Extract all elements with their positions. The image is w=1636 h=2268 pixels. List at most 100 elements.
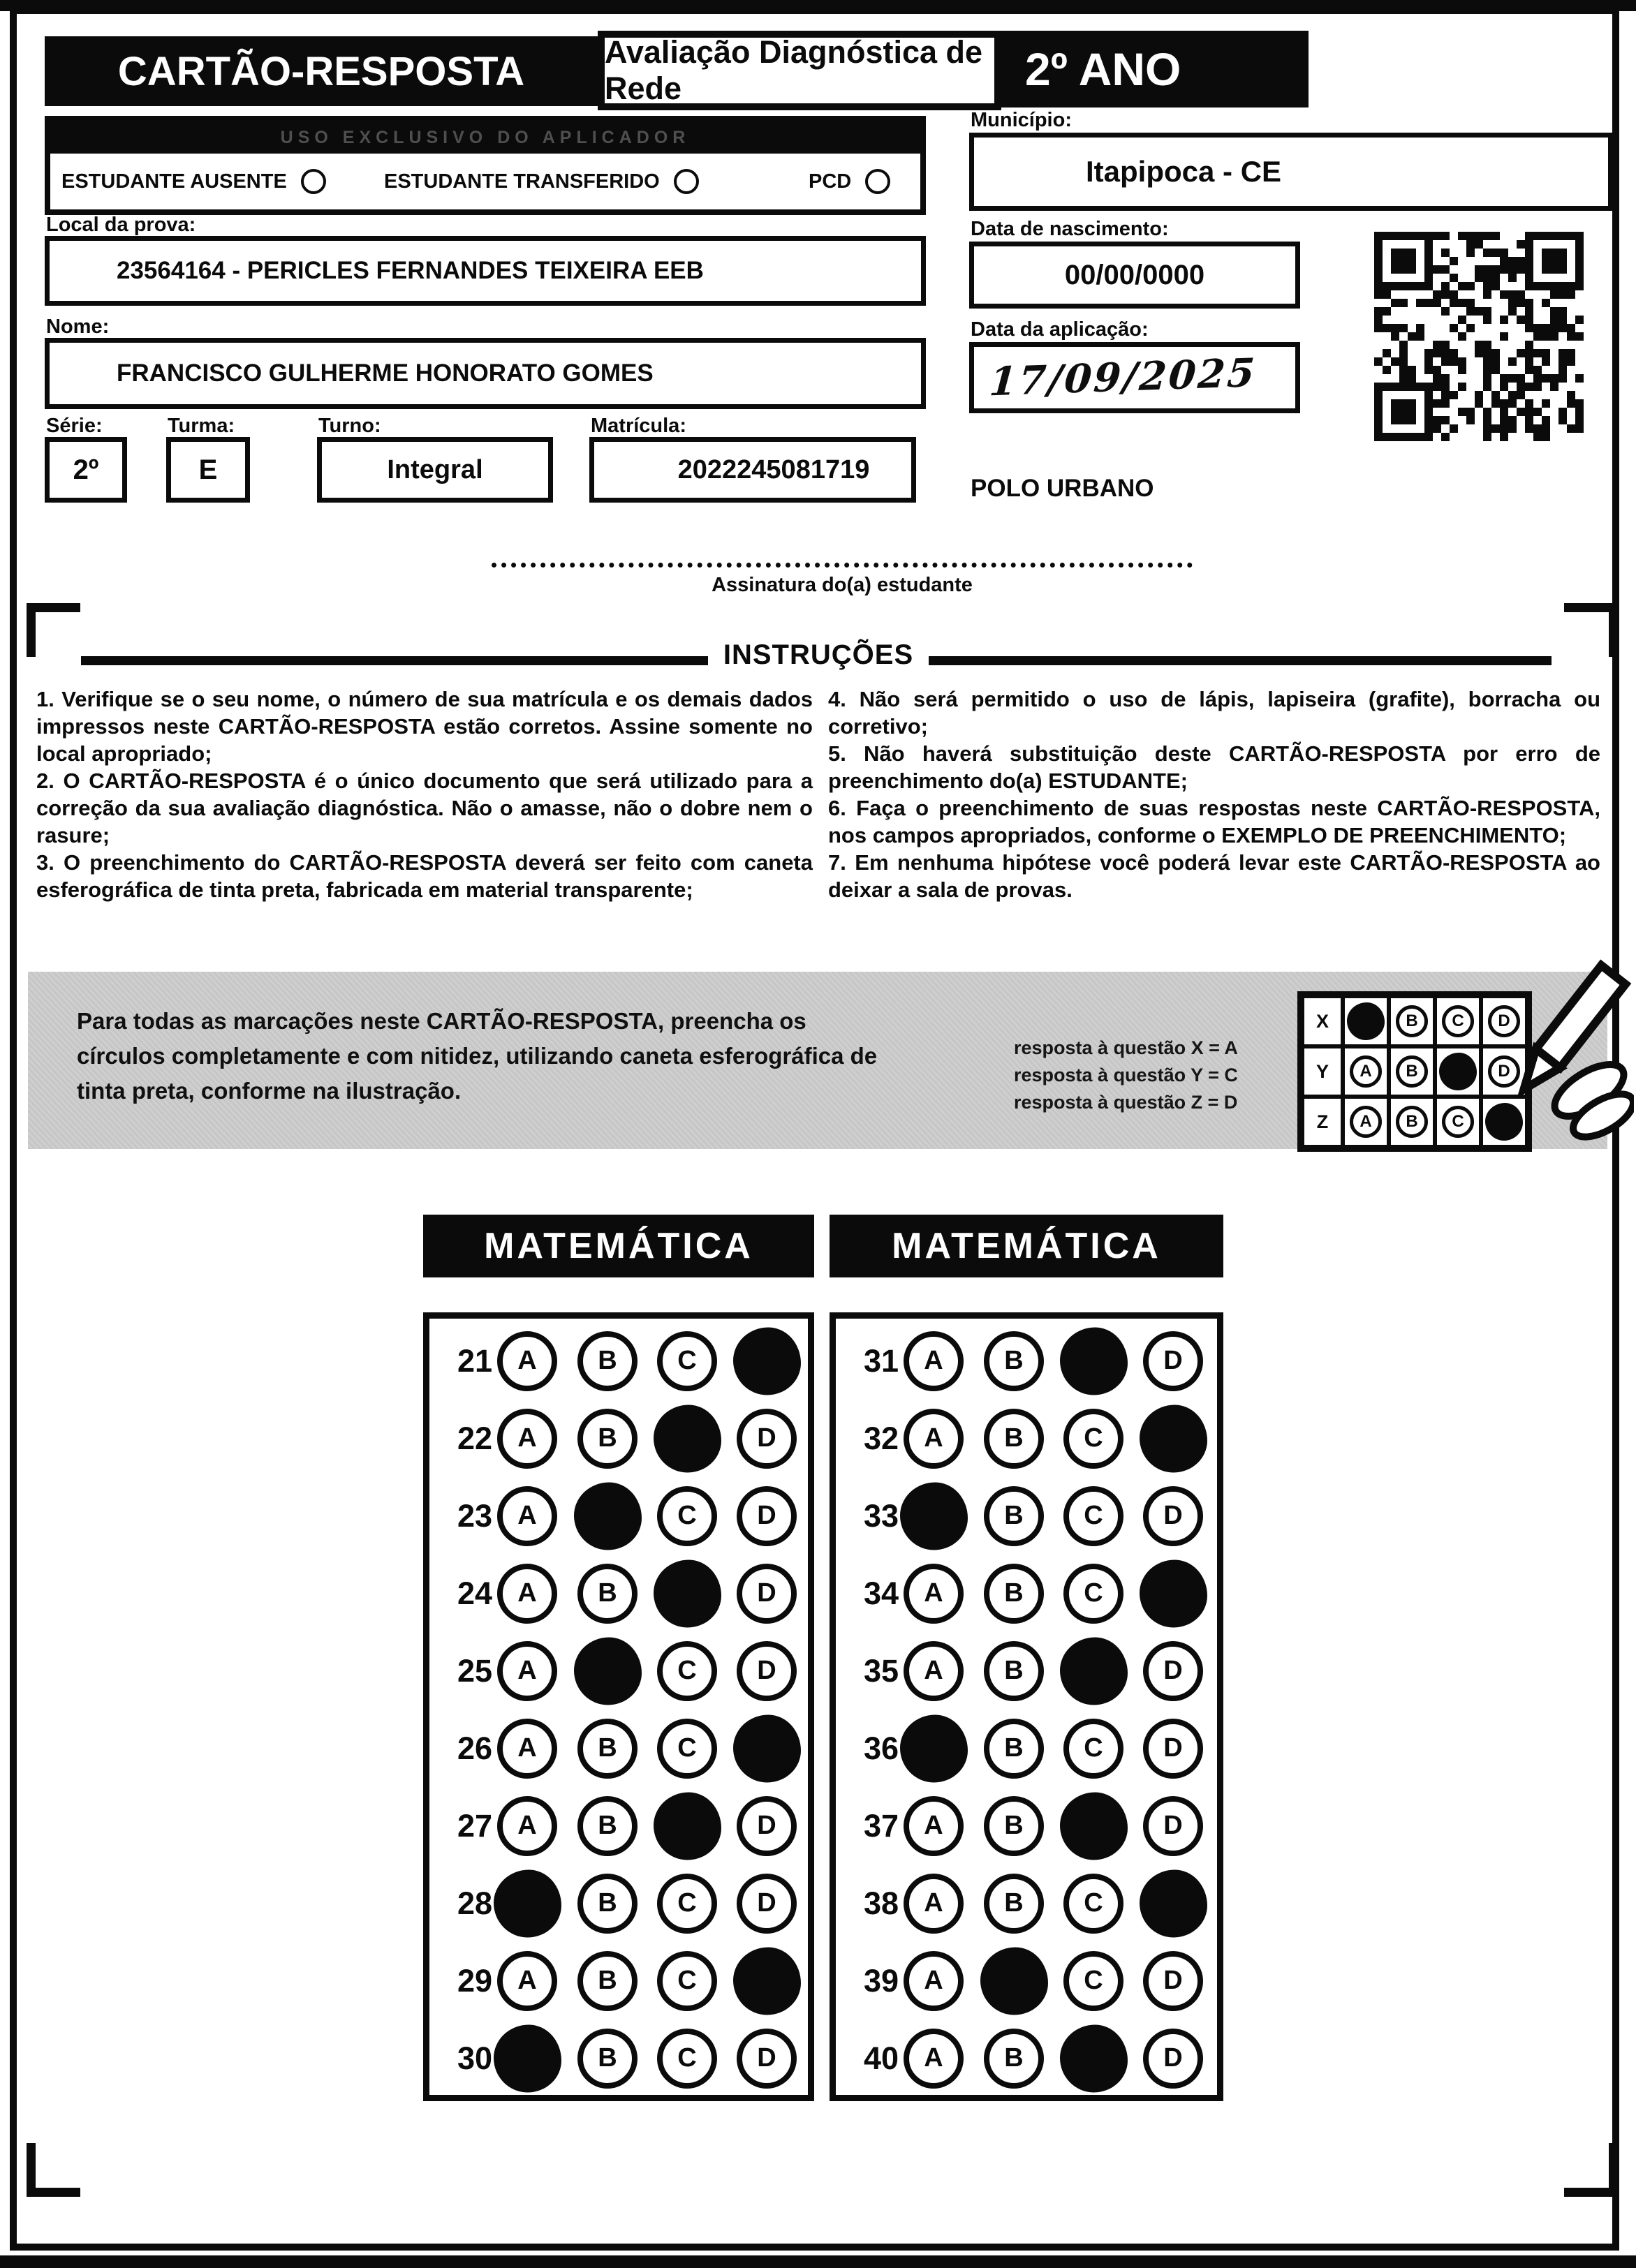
bubble-b[interactable]: B: [984, 1795, 1044, 1856]
bubble-c[interactable]: C: [1063, 1718, 1123, 1779]
bubble-b[interactable]: B: [984, 1873, 1044, 1934]
bubble-d[interactable]: D: [737, 1408, 797, 1469]
bubble-b[interactable]: B: [577, 1408, 638, 1469]
bubble-d[interactable]: [1140, 1404, 1207, 1472]
bubble-a[interactable]: A: [497, 1408, 557, 1469]
bubble-a[interactable]: A: [497, 1563, 557, 1624]
bubble-a[interactable]: A: [497, 1718, 557, 1779]
bubble-c[interactable]: C: [1063, 1408, 1123, 1469]
bubble-d[interactable]: D: [737, 1873, 797, 1934]
bubble-d[interactable]: D: [1143, 2028, 1203, 2089]
bubble-a[interactable]: A: [904, 1640, 964, 1701]
bubble-b[interactable]: [980, 1947, 1048, 2015]
bubble-a[interactable]: A: [497, 1640, 557, 1701]
bubble-b[interactable]: B: [577, 2028, 638, 2089]
bubble-b[interactable]: B: [984, 1331, 1044, 1391]
bubble-c[interactable]: C: [1063, 1485, 1123, 1546]
example-bubble-c[interactable]: [1439, 1053, 1477, 1090]
bubble-c[interactable]: C: [1063, 1950, 1123, 2011]
example-bubble-b[interactable]: B: [1396, 1005, 1428, 1037]
signature-line[interactable]: [492, 563, 1193, 568]
bubble-d[interactable]: [733, 1714, 801, 1782]
bubble-d[interactable]: [1140, 1869, 1207, 1937]
bubble-b[interactable]: B: [984, 1718, 1044, 1779]
bubble-c[interactable]: [1060, 2024, 1128, 2092]
bubble-a[interactable]: A: [904, 1331, 964, 1391]
bubble-b[interactable]: B: [984, 1485, 1044, 1546]
bubble-d[interactable]: D: [1143, 1485, 1203, 1546]
bubble-a[interactable]: [494, 1869, 561, 1937]
bubble-d[interactable]: D: [737, 2028, 797, 2089]
example-bubble-c[interactable]: C: [1442, 1005, 1474, 1037]
instructions-title: INSTRUÇÕES: [723, 639, 914, 670]
bubble-d[interactable]: D: [1143, 1640, 1203, 1701]
bubble-a[interactable]: A: [497, 1950, 557, 2011]
bubble-c[interactable]: C: [1063, 1873, 1123, 1934]
bubble-b[interactable]: B: [984, 2028, 1044, 2089]
bubble-a[interactable]: A: [904, 1950, 964, 2011]
bubble-a[interactable]: [494, 2024, 561, 2092]
bubble-c[interactable]: C: [657, 1485, 717, 1546]
bubble-b[interactable]: [574, 1482, 642, 1550]
bubble-b[interactable]: B: [577, 1950, 638, 2011]
bubble-c[interactable]: C: [657, 1331, 717, 1391]
bubble-d[interactable]: D: [737, 1640, 797, 1701]
bubble-b[interactable]: B: [577, 1795, 638, 1856]
bubble-b[interactable]: B: [577, 1331, 638, 1391]
bubble-a[interactable]: A: [904, 2028, 964, 2089]
bubble-c[interactable]: [654, 1559, 721, 1627]
bubble-d[interactable]: D: [737, 1795, 797, 1856]
bubble-b[interactable]: [574, 1637, 642, 1705]
example-bubble-b[interactable]: B: [1396, 1106, 1428, 1138]
bubble-a[interactable]: [900, 1714, 968, 1782]
example-bubble-d[interactable]: [1485, 1103, 1523, 1141]
bubble-b[interactable]: B: [577, 1718, 638, 1779]
bubble-d[interactable]: D: [1143, 1795, 1203, 1856]
bubble-a[interactable]: A: [497, 1331, 557, 1391]
bubble-c[interactable]: [654, 1792, 721, 1860]
bubble-c[interactable]: [654, 1404, 721, 1472]
bubble-c[interactable]: [1060, 1327, 1128, 1395]
bubble-d[interactable]: [733, 1947, 801, 2015]
aplicador-option-circle[interactable]: [300, 169, 326, 194]
bubble-a[interactable]: A: [904, 1795, 964, 1856]
example-bubble-c[interactable]: C: [1442, 1106, 1474, 1138]
example-bubble-a[interactable]: A: [1350, 1055, 1382, 1088]
bubble-b[interactable]: B: [984, 1640, 1044, 1701]
bubble-a[interactable]: A: [904, 1873, 964, 1934]
bubble-d[interactable]: D: [1143, 1950, 1203, 2011]
example-bubble-b[interactable]: B: [1396, 1055, 1428, 1088]
bubble-d[interactable]: [733, 1327, 801, 1395]
bubble-a[interactable]: A: [497, 1485, 557, 1546]
example-bubble-d[interactable]: D: [1488, 1055, 1520, 1088]
bubble-b[interactable]: B: [984, 1408, 1044, 1469]
bubble-a[interactable]: A: [904, 1408, 964, 1469]
bubble-b[interactable]: B: [577, 1873, 638, 1934]
bubble-d[interactable]: D: [1143, 1718, 1203, 1779]
bubble-d[interactable]: D: [737, 1563, 797, 1624]
bubble-d[interactable]: D: [737, 1485, 797, 1546]
example-bubble-d[interactable]: D: [1488, 1005, 1520, 1037]
bubble-c[interactable]: C: [657, 1873, 717, 1934]
bubble-c[interactable]: C: [1063, 1563, 1123, 1624]
aplicador-option-circle[interactable]: [673, 169, 699, 194]
bubble-c[interactable]: [1060, 1637, 1128, 1705]
bubble-d[interactable]: D: [1143, 1331, 1203, 1391]
example-bubble-a[interactable]: A: [1350, 1106, 1382, 1138]
aplicacao-box[interactable]: 17/09/2025: [969, 342, 1300, 413]
example-bubble-a[interactable]: [1347, 1002, 1385, 1040]
aplicador-option-circle[interactable]: [865, 169, 891, 194]
bubble-c[interactable]: C: [657, 1640, 717, 1701]
serie-box: 2º: [45, 437, 127, 503]
bubble-b[interactable]: B: [984, 1563, 1044, 1624]
bubble-d[interactable]: [1140, 1559, 1207, 1627]
bubble-c[interactable]: C: [657, 2028, 717, 2089]
bubble-a[interactable]: A: [904, 1563, 964, 1624]
bubble-a[interactable]: A: [497, 1795, 557, 1856]
bubble-c[interactable]: C: [657, 1950, 717, 2011]
bubble-b[interactable]: B: [577, 1563, 638, 1624]
bubble-c[interactable]: C: [657, 1718, 717, 1779]
bubble-c[interactable]: [1060, 1792, 1128, 1860]
matricula-label: Matrícula:: [591, 415, 686, 437]
bubble-a[interactable]: [900, 1482, 968, 1550]
